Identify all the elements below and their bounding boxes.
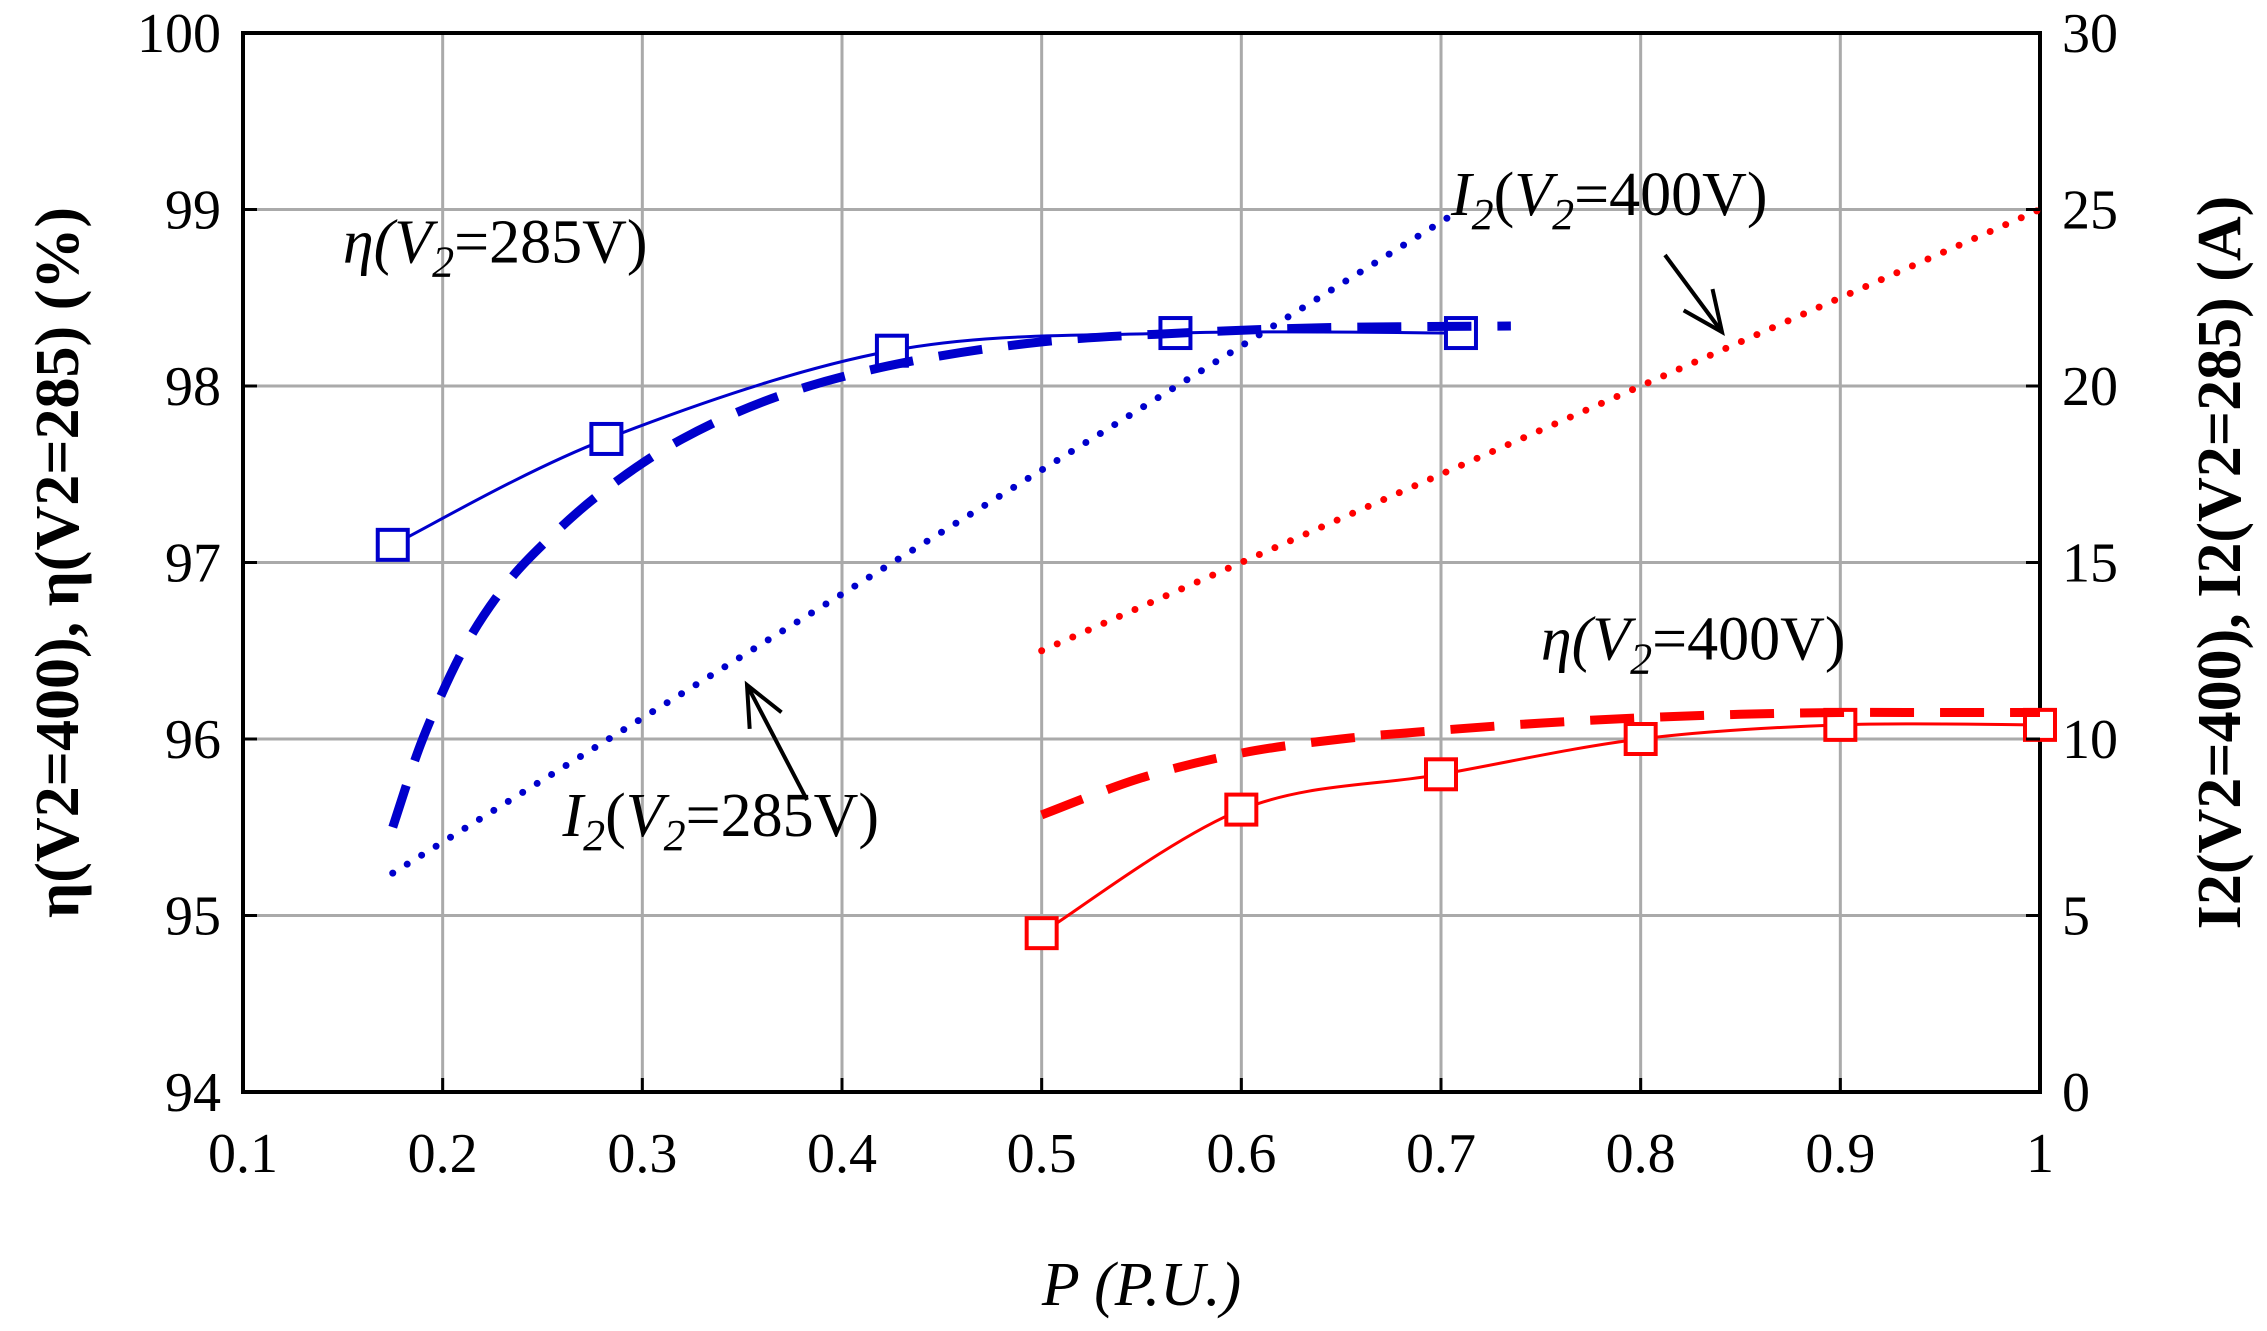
y-right-tick-label: 25 (2062, 180, 2118, 242)
anno-symbol-subscript: 2 (583, 811, 605, 860)
y-right-tick-label: 5 (2062, 886, 2090, 948)
series-1 (388, 321, 1511, 829)
annotations: η(V2=285V)I2(V2=285V)I2(V2=400V)η(V2=400… (24, 161, 2254, 1319)
series-line-1 (388, 321, 1511, 829)
anno-paren: ( (605, 782, 626, 850)
x-tick-label: 0.2 (408, 1123, 478, 1185)
series-line-2 (389, 206, 1465, 877)
x-tick-label: 0.1 (208, 1123, 278, 1185)
anno-rest: =285V) (454, 208, 647, 276)
data-point-marker (1224, 792, 1259, 827)
x-tick-label: 0.4 (807, 1123, 877, 1185)
y-right-tick-label: 10 (2062, 709, 2118, 771)
y-left-tick-label: 95 (165, 886, 221, 948)
y-right-axis-title: I2(V2=400), I2(V2=285) (A) (2186, 196, 2254, 930)
annotation-i285: I2(V2=285V) (561, 782, 879, 860)
x-tick-label: 0.3 (607, 1123, 677, 1185)
annotation-eta285: η(V2=285V) (343, 208, 648, 286)
series-5 (1038, 206, 2044, 655)
y-right-tick-label: 15 (2062, 533, 2118, 595)
data-point-marker (375, 527, 410, 562)
x-tick-label: 0.7 (1406, 1123, 1476, 1185)
data-point-marker (589, 421, 624, 456)
series-line-0 (392, 330, 1461, 547)
y-left-axis-title: η(V2=400), η(V2=285) (%) (24, 207, 92, 918)
series-2 (389, 206, 1465, 877)
anno-rest: =400V) (1652, 606, 1845, 674)
series-layer (375, 206, 2057, 951)
annotation-i400: I2(V2=400V) (1450, 161, 1768, 239)
y-left-tick-label: 100 (137, 3, 221, 65)
series-4 (1040, 707, 2041, 820)
data-point-marker (1024, 916, 1059, 951)
series-3 (1024, 707, 2057, 951)
y-left-tick-label: 94 (165, 1062, 221, 1124)
y-left-tick-label: 97 (165, 533, 221, 595)
annotation-eta400: η(V2=400V) (1541, 606, 1846, 684)
y-right-tick-label: 0 (2062, 1062, 2090, 1124)
anno-variable: V (394, 208, 438, 276)
y-left-tick-label: 99 (165, 180, 221, 242)
anno-subscript: 2 (1552, 190, 1574, 239)
y-right-tick-label: 30 (2062, 3, 2118, 65)
anno-variable: V (626, 782, 670, 850)
anno-rest: =285V) (686, 782, 879, 850)
anno-symbol: I (561, 782, 586, 850)
anno-symbol: I (1450, 161, 1475, 229)
anno-subscript: 2 (664, 811, 686, 860)
x-tick-label: 0.9 (1805, 1123, 1875, 1185)
anno-variable: V (1514, 161, 1558, 229)
series-line-5 (1038, 206, 2044, 655)
x-tick-label: 0.8 (1606, 1123, 1676, 1185)
y-right-tick-label: 20 (2062, 356, 2118, 418)
x-tick-label: 1 (2026, 1123, 2054, 1185)
anno-rest: =400V) (1574, 161, 1767, 229)
ticks-layer: 0.1 0.2 0.3 0.4 0.5 0.6 0.7 0.8 0.9 1 94 95 96 97 98 99… (137, 3, 2118, 1185)
y-left-tick-label: 98 (165, 356, 221, 418)
anno-subscript: 2 (1630, 635, 1652, 684)
grid (243, 33, 2040, 1092)
arrow-i400 (1663, 253, 1725, 336)
anno-symbol: η( (1541, 606, 1596, 674)
anno-paren: ( (1494, 161, 1515, 229)
x-tick-label: 0.6 (1206, 1123, 1276, 1185)
data-point-marker (1623, 722, 1658, 756)
x-axis-title: P (P.U.) (1041, 1251, 1241, 1319)
arrow-i285 (744, 680, 809, 801)
data-point-marker (1424, 757, 1458, 792)
x-tick-label: 0.5 (1007, 1123, 1077, 1185)
series-line-3 (1040, 722, 2041, 935)
anno-symbol-subscript: 2 (1472, 190, 1494, 239)
y-left-tick-label: 96 (165, 709, 221, 771)
series-0 (375, 316, 1478, 562)
anno-variable: V (1592, 606, 1636, 674)
anno-symbol: η( (343, 208, 398, 276)
anno-subscript: 2 (432, 237, 454, 286)
series-line-4 (1040, 707, 2041, 820)
